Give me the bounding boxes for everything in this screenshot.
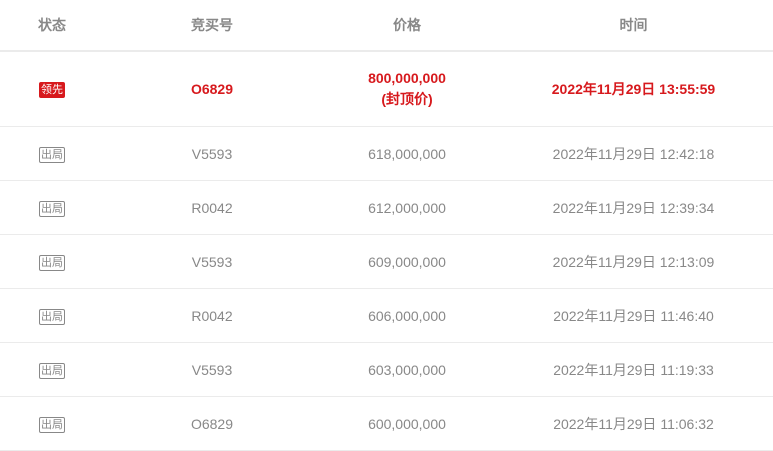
status-badge-leading: 领先 [39,82,65,98]
price-cell: 800,000,000 (封顶价) [320,51,494,127]
bid-no-cell: R0042 [104,288,320,343]
table-row: 出局 V5593 603,000,000 2022年11月29日 11:19:3… [0,342,773,397]
header-bid-no: 竞买号 [104,0,320,52]
status-cell: 出局 [0,342,104,397]
status-badge-out: 出局 [39,362,65,379]
status-badge-out: 出局 [39,308,65,325]
table-row: 出局 V5593 609,000,000 2022年11月29日 12:13:0… [0,234,773,289]
status-cell: 出局 [0,234,104,289]
bid-no-cell: O6829 [104,396,320,451]
status-cell: 出局 [0,396,104,451]
price-note: (封顶价) [381,91,433,107]
time-cell: 2022年11月29日 12:42:18 [494,126,773,181]
table-row: 出局 O6829 600,000,000 2022年11月29日 11:06:3… [0,396,773,451]
header-time: 时间 [494,0,773,52]
price-cell: 618,000,000 [320,126,494,181]
status-badge-out: 出局 [39,200,65,217]
bid-no-cell: O6829 [104,51,320,127]
time-cell: 2022年11月29日 13:55:59 [494,51,773,127]
status-cell: 出局 [0,288,104,343]
table-row: 出局 R0042 606,000,000 2022年11月29日 11:46:4… [0,288,773,343]
price-value: 800,000,000 [368,70,446,86]
status-cell: 出局 [0,126,104,181]
bid-no-cell: V5593 [104,342,320,397]
status-cell: 出局 [0,180,104,235]
time-cell: 2022年11月29日 12:39:34 [494,180,773,235]
price-cell: 612,000,000 [320,180,494,235]
bid-no-cell: R0042 [104,180,320,235]
table-row: 出局 V5593 618,000,000 2022年11月29日 12:42:1… [0,126,773,181]
header-status: 状态 [0,0,104,52]
status-badge-out: 出局 [39,416,65,433]
time-cell: 2022年11月29日 11:19:33 [494,342,773,397]
time-cell: 2022年11月29日 11:46:40 [494,288,773,343]
price-cell: 609,000,000 [320,234,494,289]
bid-no-cell: V5593 [104,126,320,181]
status-badge-out: 出局 [39,146,65,163]
time-cell: 2022年11月29日 11:06:32 [494,396,773,451]
status-cell: 领先 [0,51,104,127]
table-row: 出局 R0042 612,000,000 2022年11月29日 12:39:3… [0,180,773,235]
header-price: 价格 [320,0,494,52]
price-cell: 606,000,000 [320,288,494,343]
price-cell: 603,000,000 [320,342,494,397]
table-header: 状态 竞买号 价格 时间 [0,0,773,52]
table-row-leading: 领先 O6829 800,000,000 (封顶价) 2022年11月29日 13… [0,51,773,127]
time-cell: 2022年11月29日 12:13:09 [494,234,773,289]
bid-no-cell: V5593 [104,234,320,289]
status-badge-out: 出局 [39,254,65,271]
price-cell: 600,000,000 [320,396,494,451]
